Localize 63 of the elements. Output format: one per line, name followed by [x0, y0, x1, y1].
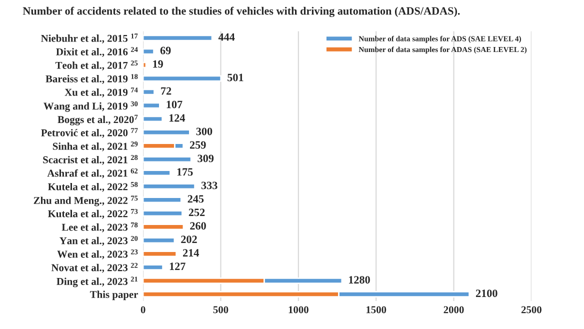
y-tick-label: Bareiss et al., 2019 $^{18}$ [46, 74, 138, 84]
bar [143, 34, 213, 42]
y-tick-label: Scacrist et al., 2021 $^{28}$ [43, 155, 138, 165]
y-tick-label: Niebuhr et al., 2015 $^{17}$ [41, 34, 138, 44]
y-tick-label: Wang and Li, 2019 $^{30}$ [44, 101, 138, 112]
y-tick-label: Yan et al., 2023 $^{20}$ [60, 236, 138, 246]
y-tick-label: Ding et al., 2023 $^{21}$ [56, 276, 138, 288]
bar [143, 237, 176, 244]
y-tick-label: Boggs et al., 2020$^{7}$ [58, 114, 138, 126]
y-tick-label: Kutela et al., 2022 $^{73}$ [48, 208, 138, 219]
total-label: 214 [183, 249, 199, 256]
total-label: 259 [190, 141, 206, 149]
bar [143, 88, 155, 96]
y-tick-label: Sinha et al., 2021 $^{29}$ [52, 142, 138, 152]
x-tick-label: 1500 [366, 306, 386, 314]
total-label: 202 [181, 236, 197, 244]
total-label: 252 [188, 208, 205, 216]
total-label: 309 [198, 154, 214, 162]
bar [143, 102, 160, 109]
total-label: 300 [196, 128, 212, 136]
y-tick-label: Dixit et al., 2016 $^{24}$ [56, 47, 138, 57]
bar [143, 156, 192, 163]
bar [143, 129, 190, 136]
y-tick-label: Xu et al., 2019 $^{74}$ [64, 88, 138, 98]
bar [143, 224, 184, 230]
y-tick-label: Petrović et al., 2020 $^{77}$ [41, 128, 138, 138]
total-label: 69 [160, 46, 171, 54]
bar [143, 210, 183, 217]
total-label: 333 [201, 182, 218, 190]
y-tick-label: Lee et al., 2023 $^{78}$ [62, 222, 138, 232]
total-label: 124 [169, 114, 186, 122]
total-label: 2100 [476, 290, 498, 298]
y-tick-label: Novat et al., 2023 $^{22}$ [51, 262, 138, 273]
bar [143, 250, 178, 258]
total-label: 127 [170, 262, 186, 270]
total-label: 444 [218, 33, 235, 41]
bar [143, 75, 222, 82]
bar [143, 264, 164, 271]
bar [143, 170, 171, 176]
total-label: 501 [228, 74, 244, 82]
bar [143, 196, 182, 204]
total-label: 260 [190, 222, 206, 230]
x-tick-label: 1000 [288, 306, 308, 314]
bar [143, 48, 154, 55]
total-label: 1280 [349, 276, 370, 284]
y-tick-label: Kutela et al., 2022 $^{58}$ [48, 182, 138, 192]
total-label: 72 [161, 87, 172, 95]
chart-title: Number of accidents related to the studies of vehicles with driving automation (ADS/ADAS). [22, 6, 460, 18]
bar [143, 116, 164, 122]
y-tick-label: This paper [90, 290, 138, 300]
total-label: 245 [188, 195, 204, 203]
y-tick-label: Wen et al., 2023 $^{23}$ [57, 249, 138, 260]
y-tick-label: Ashraf et al., 2021 $^{62}$ [47, 168, 138, 178]
total-label: 107 [166, 100, 182, 108]
x-tick-label: 2000 [444, 306, 464, 314]
x-tick-label: 0 [140, 306, 146, 314]
x-tick-label: 2500 [521, 306, 542, 314]
x-tick-label: 500 [213, 306, 228, 314]
y-tick-label: Teoh et al., 2017 $^{25}$ [55, 60, 138, 70]
total-label: 19 [153, 60, 163, 68]
total-label: 175 [177, 168, 193, 176]
y-tick-label: Zhu and Meng., 2022 $^{75}$ [34, 196, 138, 206]
bar [143, 183, 196, 190]
